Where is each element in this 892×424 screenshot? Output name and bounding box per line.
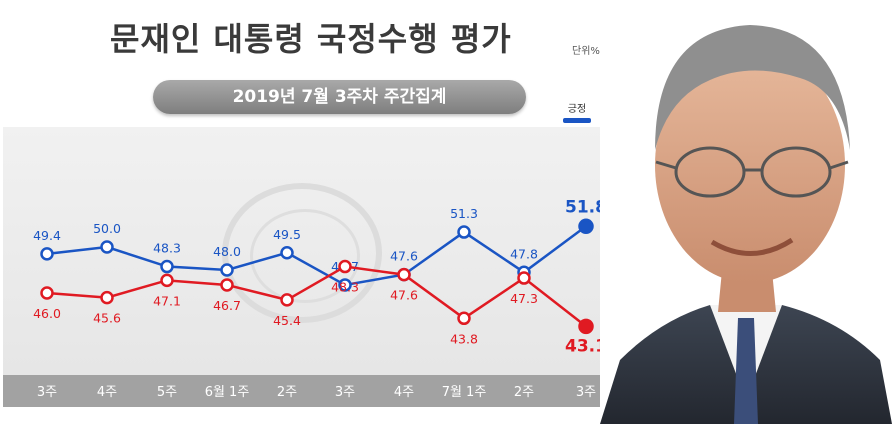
legend-positive-label: 긍정 bbox=[567, 104, 587, 115]
x-tick-label: 3주 bbox=[575, 385, 597, 400]
legend-positive: 긍정 bbox=[557, 100, 597, 123]
positive-data-label: 48.3 bbox=[153, 241, 181, 256]
negative-point bbox=[397, 267, 411, 282]
positive-data-label: 47.8 bbox=[510, 246, 538, 261]
legend-positive-swatch bbox=[563, 118, 591, 123]
positive-point bbox=[457, 225, 471, 239]
positive-data-label: 48.0 bbox=[213, 244, 241, 259]
negative-data-label: 47.3 bbox=[510, 291, 538, 306]
negative-data-label: 46.7 bbox=[213, 298, 241, 313]
positive-data-label: 51.3 bbox=[450, 206, 478, 221]
negative-data-label: 45.4 bbox=[273, 313, 301, 328]
positive-series-line bbox=[46, 225, 587, 287]
x-tick-label: 4주 bbox=[393, 385, 415, 400]
x-tick-label: 5주 bbox=[156, 385, 178, 400]
positive-data-label: 50.0 bbox=[93, 221, 121, 236]
x-tick-label: 2주 bbox=[276, 385, 298, 400]
positive-data-label: 49.4 bbox=[33, 228, 61, 243]
negative-point bbox=[100, 290, 114, 305]
x-tick-label: 3주 bbox=[36, 385, 58, 400]
negative-series-line bbox=[46, 265, 587, 328]
x-axis-band: 3주 4주 5주 6월 1주 2주 3주 4주 7월 1주 2주 3주 bbox=[3, 375, 633, 407]
watermark-seal-inner bbox=[250, 209, 360, 303]
positive-point bbox=[220, 263, 234, 277]
negative-point bbox=[517, 271, 531, 285]
portrait-photo bbox=[600, 0, 892, 424]
positive-point bbox=[100, 240, 114, 254]
x-tick-label: 6월 1주 bbox=[204, 385, 250, 400]
negative-data-label: 45.6 bbox=[93, 311, 121, 326]
negative-point bbox=[457, 311, 471, 326]
x-tick-label: 3주 bbox=[334, 385, 356, 400]
positive-point bbox=[578, 218, 594, 235]
x-tick-label: 4주 bbox=[96, 385, 118, 400]
positive-point bbox=[338, 278, 352, 292]
chart-title: 문재인 대통령 국정수행 평가 bbox=[110, 20, 512, 58]
negative-point bbox=[160, 273, 174, 288]
positive-point bbox=[40, 247, 54, 261]
negative-data-label: 43.8 bbox=[450, 331, 478, 346]
negative-point bbox=[578, 318, 594, 335]
unit-label: 단위% bbox=[572, 46, 600, 57]
period-subtitle: 2019년 7월 3주차 주간집계 bbox=[153, 80, 526, 114]
president-portrait-icon bbox=[600, 25, 892, 424]
negative-data-label: 48.3 bbox=[331, 280, 359, 295]
positive-point bbox=[280, 246, 294, 260]
x-tick-label: 7월 1주 bbox=[441, 385, 487, 400]
watermark-seal bbox=[222, 183, 382, 323]
negative-point bbox=[280, 293, 294, 307]
negative-data-label: 47.6 bbox=[390, 288, 418, 303]
line-chart: 49.4 50.0 48.3 48.0 49.5 46.7 47.6 51.3 47.8 51.8… bbox=[33, 197, 600, 356]
negative-point bbox=[338, 259, 352, 274]
negative-point bbox=[40, 286, 54, 300]
positive-data-label: 51.8 bbox=[565, 197, 600, 217]
negative-data-label: 43.1 bbox=[565, 336, 600, 356]
positive-data-label: 47.6 bbox=[390, 249, 418, 264]
x-tick-label: 2주 bbox=[513, 385, 535, 400]
positive-data-label: 49.5 bbox=[273, 227, 301, 242]
positive-point bbox=[160, 259, 174, 274]
negative-data-label: 47.1 bbox=[153, 293, 181, 308]
negative-point bbox=[220, 278, 234, 292]
negative-data-label: 46.0 bbox=[33, 306, 61, 321]
